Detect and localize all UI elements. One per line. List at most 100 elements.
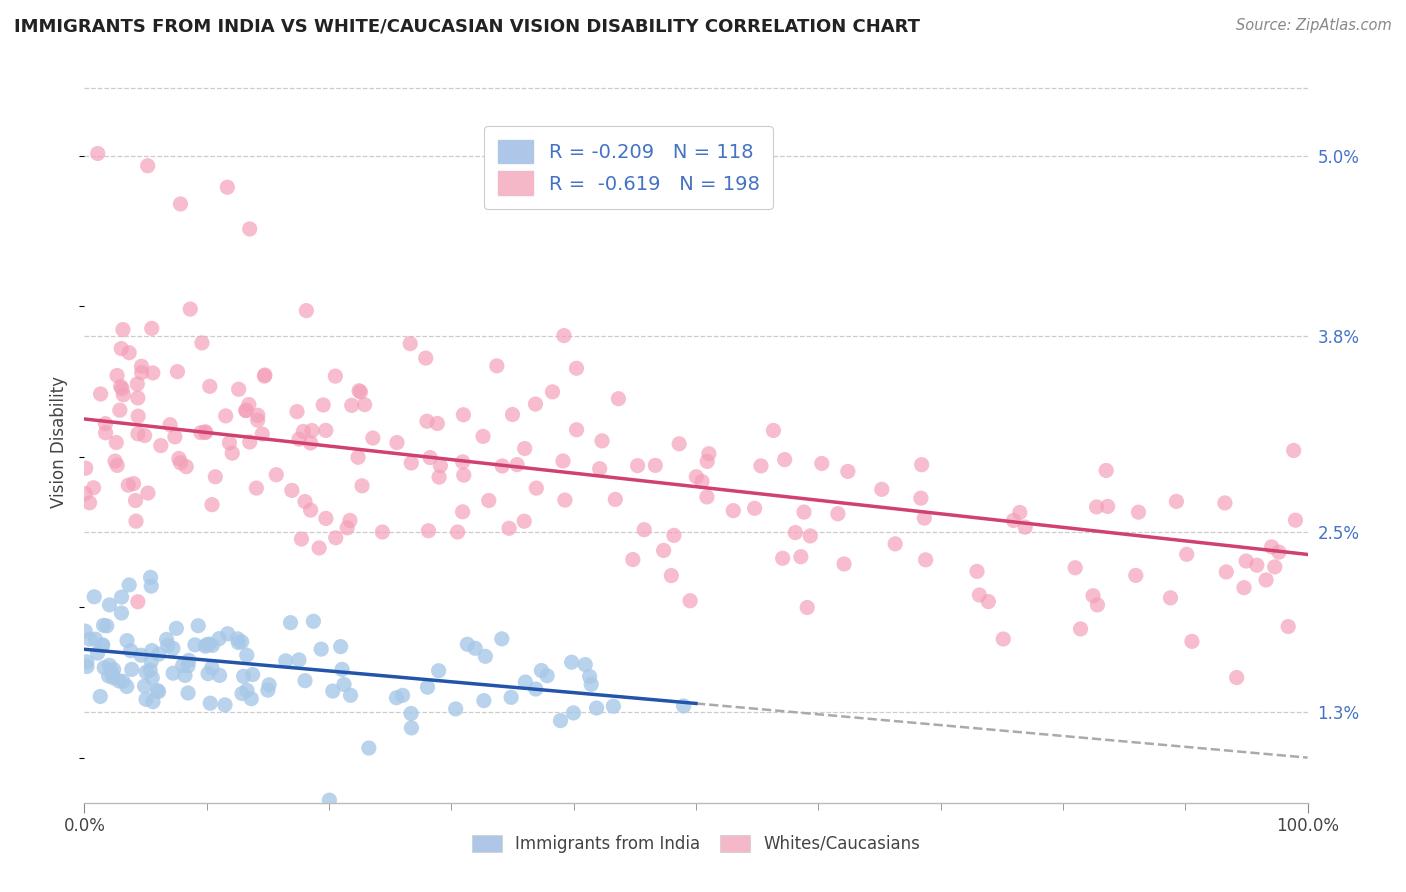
Point <box>339 688 361 702</box>
Point <box>121 662 143 676</box>
Point <box>217 180 239 194</box>
Point <box>122 476 145 491</box>
Point <box>416 414 439 428</box>
Point <box>136 486 159 500</box>
Point <box>498 521 520 535</box>
Point <box>226 632 249 646</box>
Point <box>1087 598 1109 612</box>
Point <box>1226 671 1249 685</box>
Point <box>280 615 302 630</box>
Point <box>1260 540 1282 554</box>
Point <box>172 658 194 673</box>
Point <box>250 427 273 442</box>
Point <box>491 458 513 473</box>
Point <box>401 456 423 470</box>
Point <box>333 677 356 691</box>
Point <box>112 388 135 402</box>
Point <box>790 549 813 564</box>
Point <box>578 669 600 683</box>
Point <box>399 706 422 721</box>
Point <box>1070 622 1092 636</box>
Point <box>201 639 224 653</box>
Point <box>257 678 280 692</box>
Point <box>589 461 612 475</box>
Point <box>110 342 132 356</box>
Point <box>318 793 340 807</box>
Point <box>1246 558 1268 573</box>
Point <box>308 541 330 555</box>
Point <box>914 553 936 567</box>
Point <box>120 643 142 657</box>
Point <box>235 403 257 417</box>
Point <box>1268 545 1291 559</box>
Point <box>285 404 308 418</box>
Point <box>208 632 231 646</box>
Point <box>105 368 128 383</box>
Point <box>679 593 702 607</box>
Point <box>163 430 186 444</box>
Point <box>793 505 815 519</box>
Point <box>796 600 818 615</box>
Point <box>79 632 101 647</box>
Point <box>148 684 170 698</box>
Point <box>235 403 257 417</box>
Point <box>299 503 322 517</box>
Point <box>1125 568 1147 582</box>
Point <box>799 529 821 543</box>
Point <box>253 369 276 384</box>
Point <box>633 523 655 537</box>
Point <box>264 467 287 482</box>
Point <box>75 486 97 500</box>
Point <box>231 634 253 648</box>
Point <box>165 621 187 635</box>
Point <box>607 392 630 406</box>
Point <box>329 640 352 654</box>
Point <box>221 446 243 460</box>
Point <box>174 668 197 682</box>
Point <box>201 498 224 512</box>
Point <box>94 425 117 440</box>
Point <box>659 568 682 582</box>
Point <box>325 369 347 384</box>
Point <box>83 590 105 604</box>
Legend: Immigrants from India, Whites/Caucasians: Immigrants from India, Whites/Caucasians <box>465 828 927 860</box>
Point <box>110 590 132 604</box>
Point <box>553 328 575 343</box>
Point <box>541 384 564 399</box>
Point <box>884 537 907 551</box>
Point <box>228 635 250 649</box>
Point <box>744 501 766 516</box>
Point <box>108 673 131 688</box>
Text: IMMIGRANTS FROM INDIA VS WHITE/CAUCASIAN VISION DISABILITY CORRELATION CHART: IMMIGRANTS FROM INDIA VS WHITE/CAUCASIAN… <box>14 18 920 36</box>
Point <box>141 671 163 685</box>
Point <box>1064 560 1087 574</box>
Point <box>177 686 200 700</box>
Point <box>115 633 138 648</box>
Point <box>585 701 607 715</box>
Point <box>652 543 675 558</box>
Point <box>101 665 124 680</box>
Point <box>554 493 576 508</box>
Point <box>911 458 934 472</box>
Point <box>696 454 718 468</box>
Point <box>294 494 316 508</box>
Point <box>524 681 547 696</box>
Point <box>427 470 450 484</box>
Point <box>429 458 451 473</box>
Point <box>191 335 214 350</box>
Point <box>218 435 240 450</box>
Point <box>772 551 794 566</box>
Point <box>75 624 97 639</box>
Point <box>135 665 157 680</box>
Point <box>536 669 558 683</box>
Point <box>118 578 141 592</box>
Point <box>127 376 149 391</box>
Point <box>309 642 332 657</box>
Point <box>401 721 423 735</box>
Point <box>127 595 149 609</box>
Point <box>217 627 239 641</box>
Point <box>515 675 537 690</box>
Point <box>111 674 134 689</box>
Point <box>762 424 785 438</box>
Point <box>336 521 359 535</box>
